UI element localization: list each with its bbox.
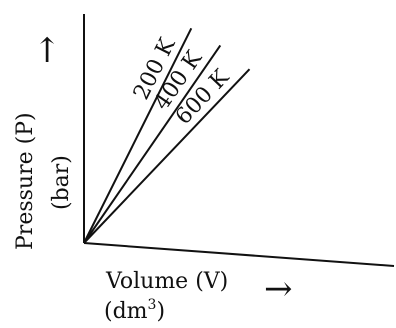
x-axis-unit-suffix: ) (156, 299, 165, 324)
x-axis-unit-power: 3 (148, 297, 157, 313)
isotherm-line (83, 27, 193, 244)
isotherm-line (83, 44, 222, 244)
x-axis-arrow: → (264, 269, 293, 309)
x-axis-title: Volume (V) (105, 269, 228, 294)
x-axis-unit: (dm3) (104, 297, 165, 324)
axes (83, 14, 395, 267)
x-axis (83, 242, 395, 267)
isotherm-lines (83, 27, 251, 244)
y-axis-arrow-group: → (27, 36, 67, 65)
y-axis-arrow: → (27, 36, 67, 65)
isotherm-line (83, 68, 251, 244)
x-axis-unit-prefix: (dm (104, 299, 148, 324)
y-axis-title: Pressure (P) (13, 112, 38, 250)
y-axis-title-group: Pressure (P) (13, 112, 38, 250)
y-axis-unit: (bar) (49, 155, 74, 210)
y-axis-unit-group: (bar) (49, 155, 74, 210)
